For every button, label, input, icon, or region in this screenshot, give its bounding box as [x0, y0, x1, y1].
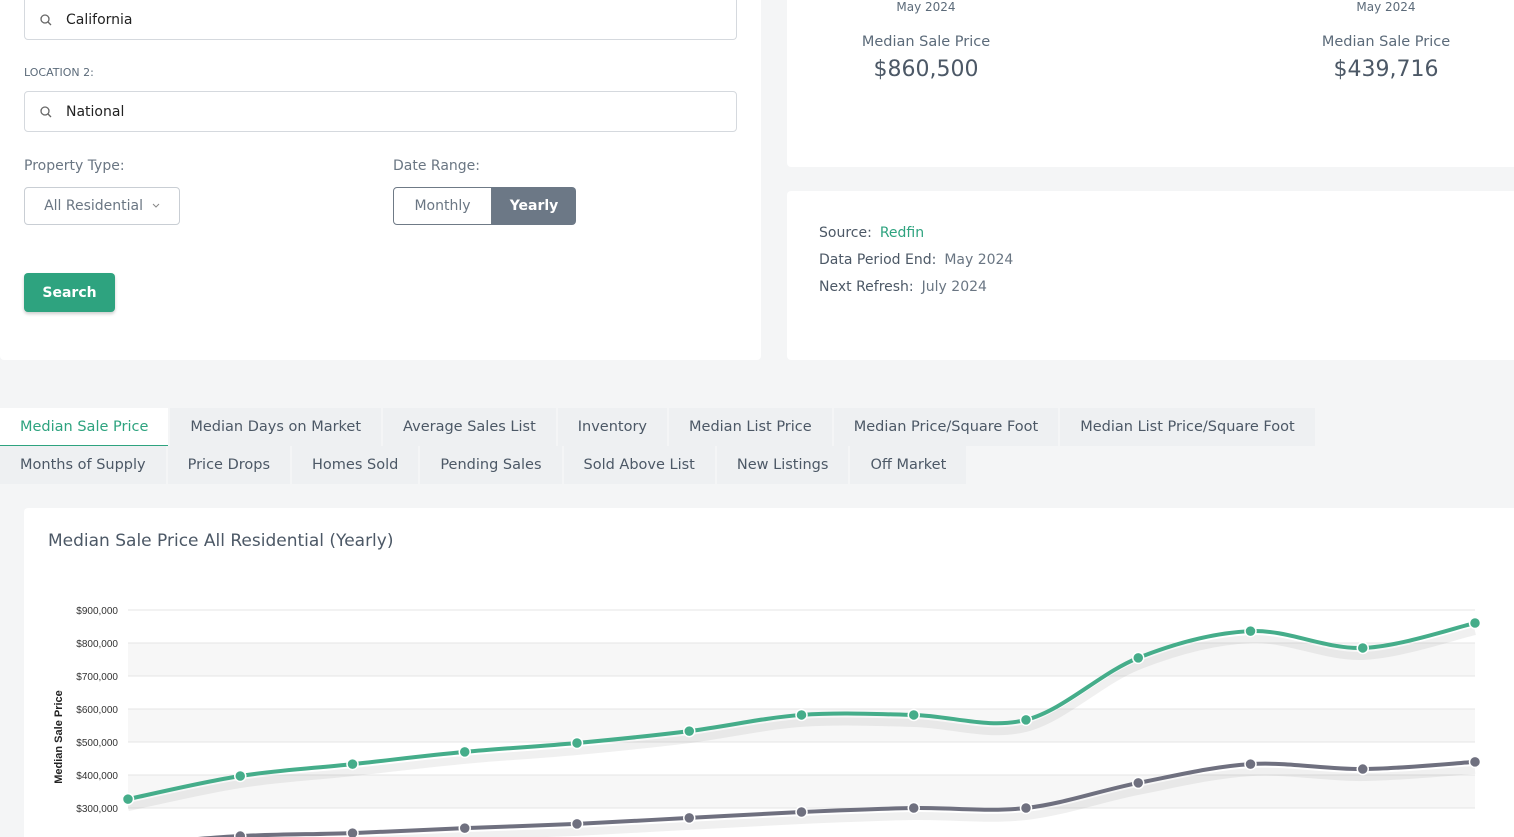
info-label: Source:	[819, 225, 872, 241]
data-point	[1132, 651, 1145, 665]
data-point	[907, 801, 920, 815]
data-point	[1132, 776, 1145, 790]
location1-input[interactable]: California	[24, 0, 737, 40]
data-point	[458, 745, 471, 759]
data-point	[346, 757, 359, 771]
data-point	[1468, 616, 1482, 630]
data-point	[1468, 755, 1482, 769]
stat-value: $860,500	[873, 57, 979, 82]
stat-label: Median Sale Price	[861, 34, 991, 50]
grid-band	[128, 775, 1475, 808]
property-type-value: All Residential	[44, 198, 144, 214]
y-tick-label: $300,000	[76, 804, 118, 815]
y-tick-label: $700,000	[76, 672, 118, 683]
stat-period: May 2024	[896, 0, 956, 14]
filter-card	[0, 0, 761, 360]
data-point	[683, 811, 696, 825]
tab[interactable]: Inventory	[557, 408, 668, 446]
stat-period: May 2024	[1356, 0, 1416, 14]
info-row: Next Refresh: July 2024	[819, 279, 987, 295]
info-card	[787, 191, 1514, 360]
grid-band	[128, 643, 1475, 676]
tab[interactable]: Median Price/Square Foot	[833, 408, 1059, 446]
data-point	[683, 724, 696, 738]
stat-label: Median Sale Price	[1321, 34, 1451, 50]
y-tick-label: $400,000	[76, 771, 118, 782]
line-shadow	[127, 627, 1476, 812]
data-point	[1019, 801, 1033, 815]
property-type-dropdown[interactable]: All Residential	[24, 187, 180, 225]
tab[interactable]: Off Market	[850, 446, 967, 484]
info-value: Redfin	[879, 225, 925, 241]
tab[interactable]: Median List Price/Square Foot	[1060, 408, 1315, 446]
tab[interactable]: Median List Price	[669, 408, 832, 446]
data-point	[1244, 757, 1257, 771]
location2-label: LOCATION 2:	[24, 66, 94, 79]
data-point	[570, 736, 584, 750]
data-point	[1019, 713, 1033, 727]
location1-value: California	[66, 11, 133, 28]
data-point	[795, 805, 808, 819]
tab[interactable]: Sold Above List	[563, 446, 715, 484]
line-shadow	[354, 765, 1476, 837]
info-row: Source: Redfin	[819, 225, 924, 241]
tab[interactable]: Months of Supply	[0, 446, 166, 484]
tab[interactable]: Median Days on Market	[170, 408, 382, 446]
tab[interactable]: Price Drops	[167, 446, 291, 484]
yearly-toggle[interactable]: Yearly	[492, 187, 576, 225]
tab[interactable]: Pending Sales	[420, 446, 562, 484]
y-axis-label: Median Sale Price	[53, 690, 65, 784]
y-tick-label: $600,000	[76, 705, 118, 716]
info-value: July 2024	[921, 279, 987, 295]
stat-value: $439,716	[1333, 57, 1439, 82]
data-point	[795, 708, 808, 722]
property-type-label: Property Type:	[24, 158, 125, 174]
y-tick-label: $500,000	[76, 738, 118, 749]
data-point	[121, 792, 135, 806]
location2-value: National	[66, 103, 125, 120]
y-tick-label: $800,000	[76, 639, 118, 650]
tab-bar: Median Sale Price Median Days on Market Av…	[0, 408, 1445, 484]
chart: $300,000 $400,000 $500,000 $600,000 $700,000…	[53, 606, 1482, 837]
tab[interactable]: New Listings	[716, 446, 849, 484]
search-button[interactable]: Search	[24, 273, 115, 312]
monthly-toggle[interactable]: Monthly	[393, 187, 492, 225]
chart-title: Median Sale Price All Residential (Yearl…	[48, 531, 394, 551]
summary-card	[787, 0, 1514, 167]
data-point	[346, 826, 359, 837]
data-point	[1356, 641, 1369, 655]
data-point	[1244, 624, 1257, 638]
info-value: May 2024	[944, 252, 1014, 268]
date-range-label: Date Range:	[393, 158, 481, 174]
info-row: Data Period End: May 2024	[819, 252, 1013, 268]
y-tick-label: $900,000	[76, 606, 118, 617]
tab[interactable]: Median Sale Price	[0, 408, 169, 446]
data-point	[907, 708, 920, 722]
data-point	[570, 817, 584, 831]
tab[interactable]: Homes Sold	[292, 446, 419, 484]
data-point	[458, 821, 471, 835]
info-label: Data Period End:	[819, 252, 937, 268]
info-label: Next Refresh:	[819, 279, 914, 295]
tab[interactable]: Average Sales List	[383, 408, 556, 446]
data-point	[1356, 762, 1369, 776]
location2-input[interactable]: National	[24, 91, 737, 132]
data-point	[234, 769, 247, 783]
data-point	[234, 829, 247, 837]
